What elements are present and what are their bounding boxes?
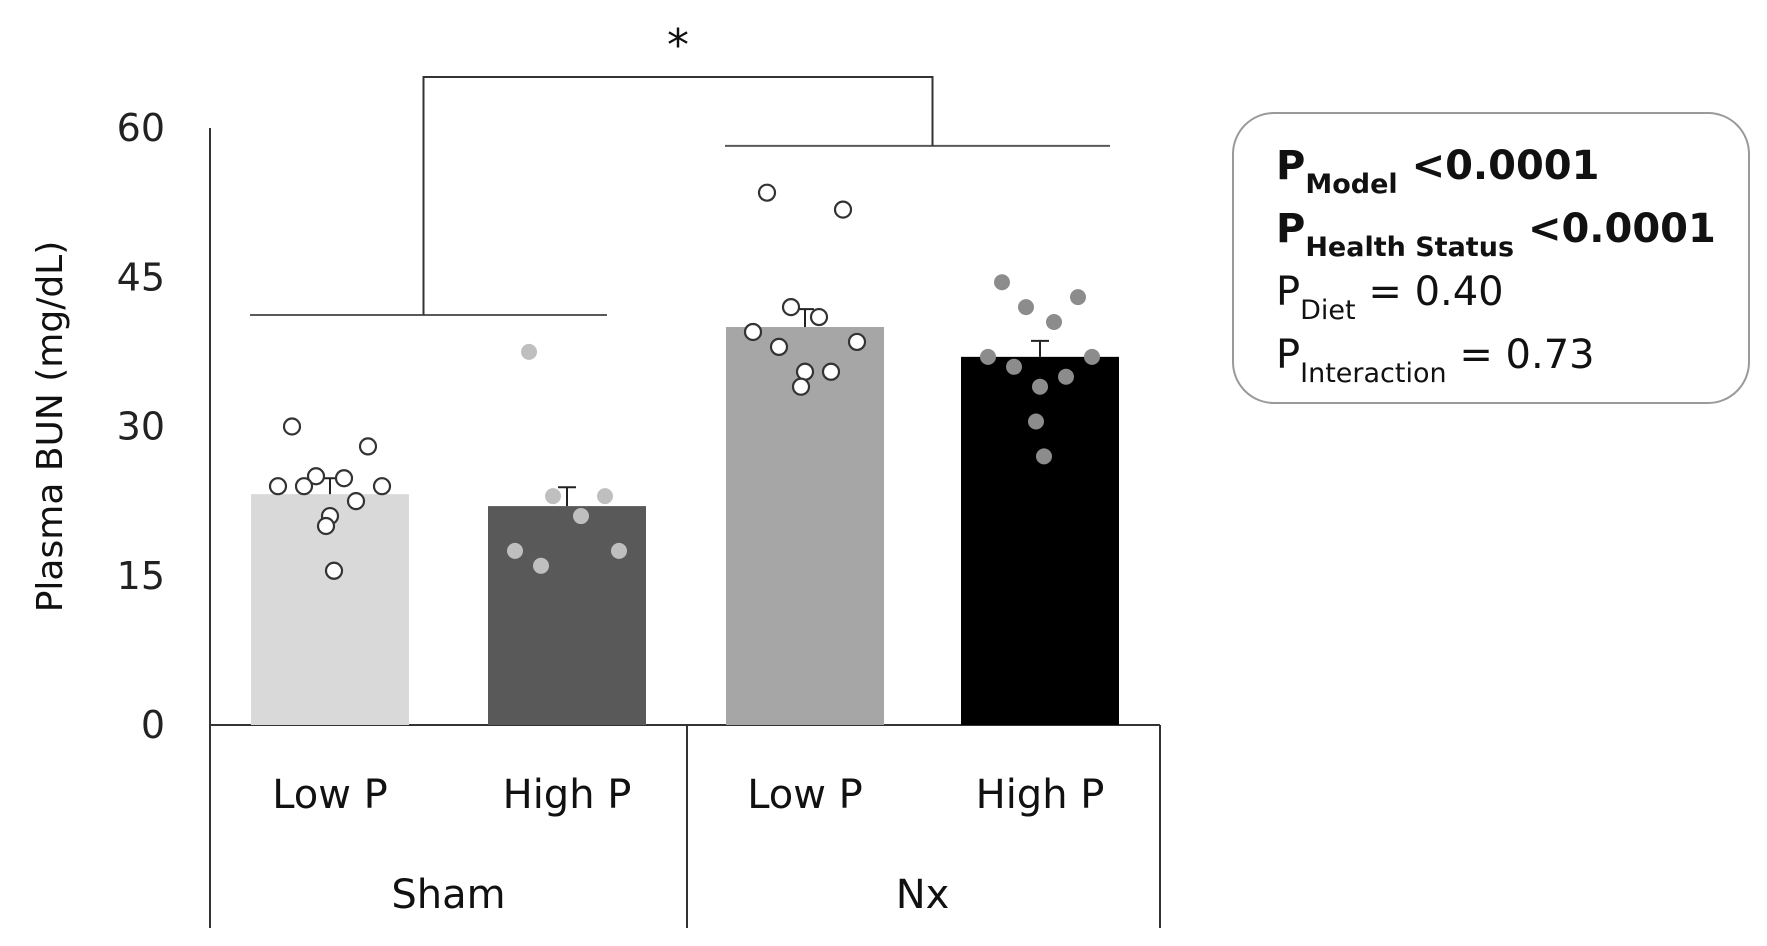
data-point bbox=[521, 343, 537, 360]
stat-interaction: PInteraction = 0.73 bbox=[1276, 332, 1595, 389]
stat-health-status: PHealth Status <0.0001 bbox=[1276, 206, 1716, 263]
data-point bbox=[1070, 289, 1086, 306]
y-tick-label: 15 bbox=[117, 554, 165, 598]
data-points bbox=[268, 183, 1100, 580]
group-label: Nx bbox=[896, 872, 950, 918]
group-label: Sham bbox=[391, 872, 505, 918]
y-tick-label: 30 bbox=[117, 405, 165, 449]
y-tick-label: 0 bbox=[141, 703, 165, 747]
data-point bbox=[795, 362, 815, 381]
data-point bbox=[791, 377, 811, 396]
stats-box: PModel <0.0001 PHealth Status <0.0001 PD… bbox=[1232, 112, 1750, 404]
data-point bbox=[1058, 368, 1074, 385]
x-tick-label: High P bbox=[503, 772, 632, 818]
data-point bbox=[769, 337, 789, 356]
data-point bbox=[847, 332, 867, 352]
data-point bbox=[757, 183, 777, 202]
data-point bbox=[507, 542, 523, 559]
data-point bbox=[611, 542, 627, 559]
data-point bbox=[980, 348, 996, 365]
axes: 0 15 30 45 60 Plasma BUN (mg/dL) bbox=[30, 106, 1161, 928]
data-point bbox=[781, 298, 801, 317]
data-point bbox=[324, 561, 344, 580]
x-tick-label: Low P bbox=[747, 772, 863, 818]
bar bbox=[961, 356, 1119, 725]
labels: Low P High P Sham Low P High P Nx bbox=[272, 772, 1104, 918]
data-point bbox=[1084, 348, 1100, 365]
data-point bbox=[316, 516, 336, 536]
data-point bbox=[306, 467, 326, 486]
y-tick-label: 45 bbox=[117, 255, 165, 299]
bars bbox=[251, 327, 1119, 725]
stat-model: PModel <0.0001 bbox=[1276, 143, 1600, 200]
data-point bbox=[533, 557, 549, 574]
data-point bbox=[334, 469, 354, 488]
data-point bbox=[545, 488, 561, 505]
data-point bbox=[268, 477, 288, 496]
data-point bbox=[743, 322, 763, 342]
stat-diet: PDiet = 0.40 bbox=[1276, 269, 1504, 326]
data-point bbox=[372, 477, 392, 496]
data-point bbox=[1032, 378, 1048, 395]
data-point bbox=[994, 274, 1010, 291]
data-point bbox=[809, 307, 829, 327]
data-point bbox=[597, 488, 613, 505]
significance-star: * bbox=[667, 20, 689, 71]
error-bars bbox=[321, 308, 1049, 507]
data-point bbox=[821, 362, 841, 381]
y-axis-title: Plasma BUN (mg/dL) bbox=[30, 241, 71, 613]
data-point bbox=[1036, 448, 1052, 465]
x-tick-label: Low P bbox=[272, 772, 388, 818]
bar bbox=[488, 506, 646, 725]
bracket-line bbox=[422, 76, 934, 316]
data-point bbox=[346, 492, 366, 511]
data-point bbox=[1028, 413, 1044, 430]
data-point bbox=[282, 417, 302, 436]
data-point bbox=[358, 437, 378, 456]
data-point bbox=[1006, 358, 1022, 375]
significance-bracket: * bbox=[250, 20, 1110, 317]
x-tick-label: High P bbox=[976, 772, 1105, 818]
data-point bbox=[294, 477, 314, 496]
data-point bbox=[1046, 314, 1062, 331]
data-point bbox=[1018, 299, 1034, 316]
y-tick-label: 60 bbox=[117, 106, 165, 150]
data-point bbox=[833, 200, 853, 219]
data-point bbox=[573, 508, 589, 525]
